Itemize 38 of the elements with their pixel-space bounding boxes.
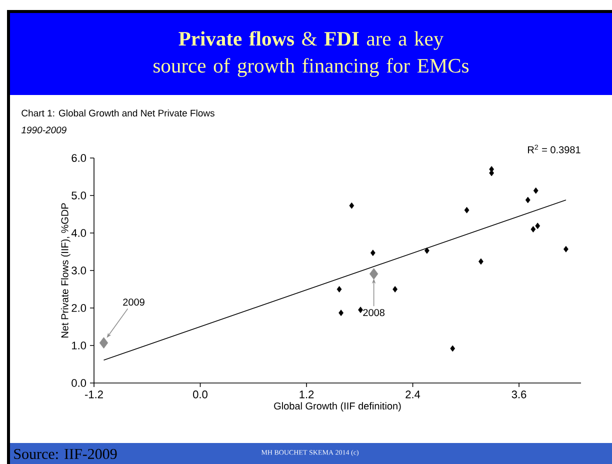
point: [533, 187, 538, 194]
annotation: 2009: [123, 298, 144, 306]
source-note: Source: IIF-2009: [14, 448, 117, 460]
annotation: 2008: [363, 309, 384, 316]
point: [338, 310, 344, 316]
x-tick-label: -1.2: [85, 390, 103, 398]
chart-subtitle: Chart 1: Global Growth and Net Private Flows: [22, 110, 214, 116]
y-tick-label: 1.0: [72, 342, 86, 350]
text: R$^{2}$ = 0.3981: [528, 144, 580, 154]
text: 1990-2009: [21, 126, 66, 134]
chart-title: Private flows & FDI are a key source of growth financing for EMCs: [154, 31, 469, 77]
point: [370, 250, 376, 256]
x-axis-title: Global Growth (IIF definition): [274, 402, 401, 412]
point: [464, 206, 470, 214]
x-tick-label: 0.0: [193, 390, 208, 398]
x-tick-label: 2.4: [406, 390, 420, 398]
point: [525, 196, 530, 204]
x-tick-label: 3.6: [512, 390, 526, 398]
y-tick-label: 6.0: [72, 154, 86, 162]
point: [369, 268, 378, 280]
y-tick-label: 5.0: [72, 192, 86, 200]
point: [358, 306, 363, 314]
point: [99, 337, 108, 349]
point: [424, 247, 430, 254]
y-tick-label: 4.0: [71, 229, 86, 237]
point: [535, 222, 540, 230]
point: [478, 258, 484, 265]
y-tick-label: 0.0: [72, 379, 86, 387]
point: [564, 246, 568, 252]
y-tick-label: 3.0: [72, 266, 86, 274]
point: [450, 345, 456, 352]
x-tick-label: 1.2: [300, 390, 314, 398]
y-axis-title: Net Private Flows (IIF), %GDP: [61, 203, 70, 338]
y-tick-label: 2.0: [72, 304, 86, 312]
point: [336, 286, 342, 292]
point: [349, 202, 354, 209]
point: [392, 286, 398, 292]
point: [530, 226, 536, 232]
